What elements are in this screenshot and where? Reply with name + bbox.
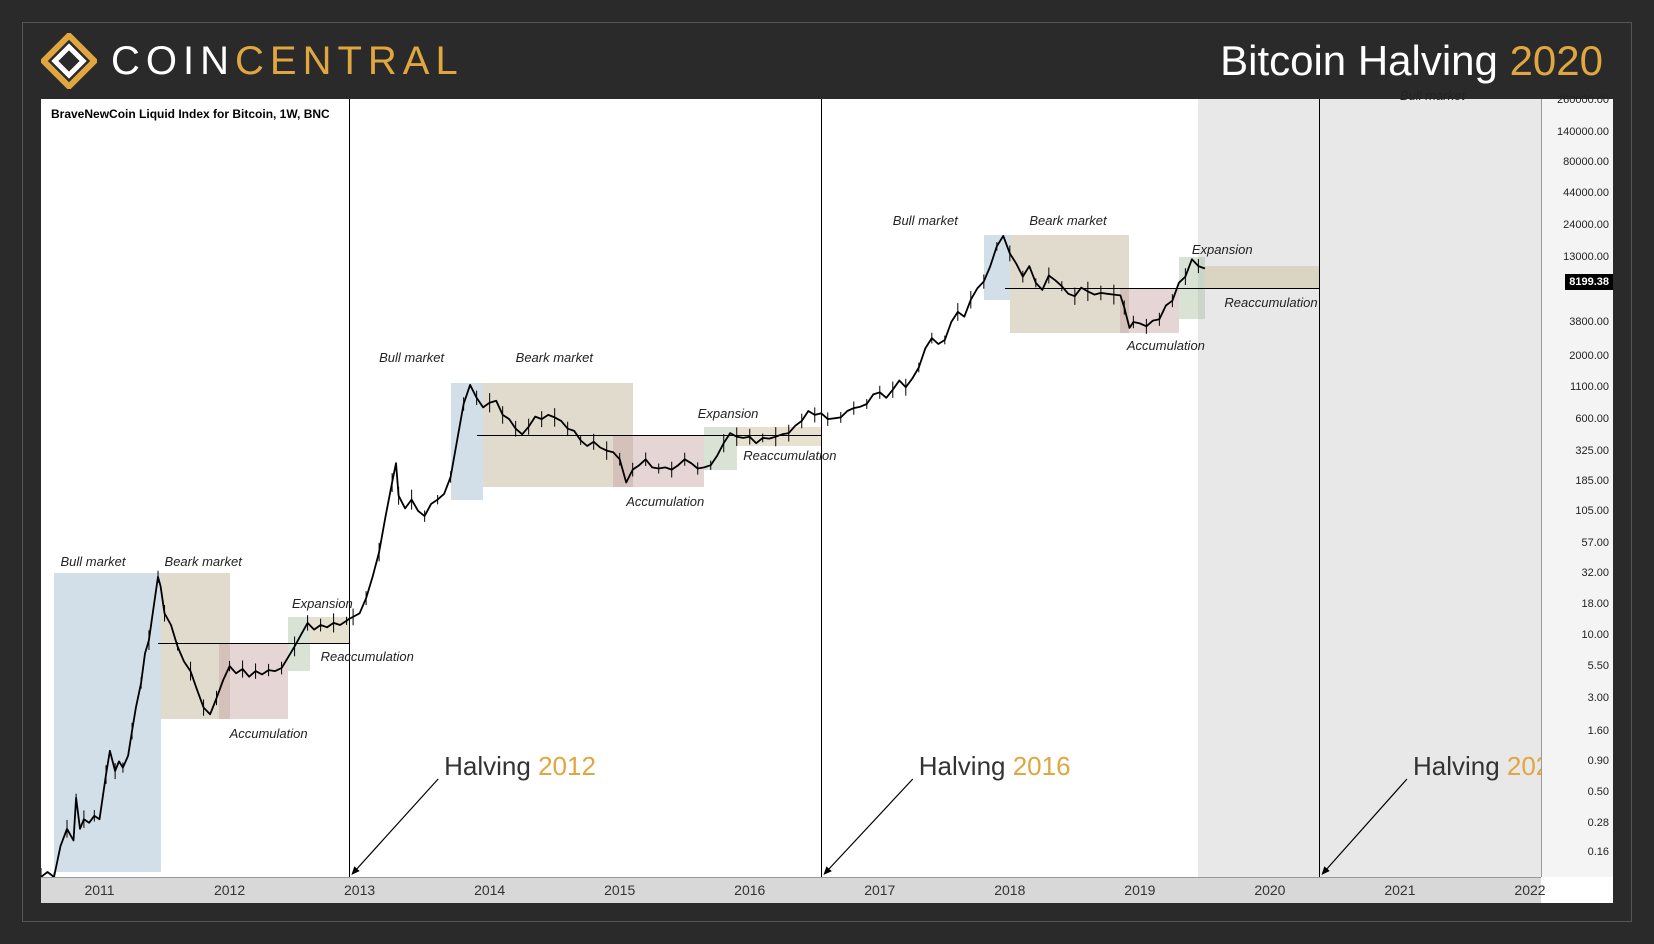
x-tick: 2011 [84, 882, 114, 898]
y-tick: 260000.00 [1557, 94, 1609, 106]
phase-box [984, 235, 1010, 300]
phase-box [310, 617, 349, 643]
phase-label: Beark market [165, 554, 242, 569]
brand: COINCENTRAL [41, 33, 464, 89]
x-tick: 2016 [734, 882, 765, 898]
x-tick: 2013 [344, 882, 375, 898]
x-tick: 2021 [1384, 882, 1415, 898]
phase-label: Accumulation [1127, 338, 1205, 353]
phase-label: Expansion [1192, 242, 1253, 257]
y-tick: 5.50 [1588, 660, 1609, 672]
frame-border: COINCENTRAL Bitcoin Halving 2020 BraveNe… [22, 22, 1632, 922]
brand-part1: COIN [111, 39, 235, 83]
phase-label: Accumulation [230, 726, 308, 741]
y-tick: 3800.00 [1569, 316, 1609, 328]
y-tick: 1100.00 [1570, 381, 1609, 393]
phase-box [704, 427, 737, 470]
phase-label: Beark market [516, 350, 593, 365]
x-tick: 2019 [1124, 882, 1155, 898]
phase-label: Bull market [61, 554, 126, 569]
y-tick: 105.00 [1575, 505, 1609, 517]
chart-title: BraveNewCoin Liquid Index for Bitcoin, 1… [51, 107, 330, 121]
support-line [1005, 288, 1320, 289]
phase-label: Reaccumulation [1224, 295, 1317, 310]
x-tick: 2022 [1514, 882, 1545, 898]
y-tick: 2000.00 [1569, 350, 1609, 362]
y-tick: 18.00 [1581, 598, 1609, 610]
title-prefix: Bitcoin Halving [1220, 37, 1509, 84]
x-axis: 2011 2012 2013 2014 2015 2016 2017 2018 2019 2020… [41, 877, 1541, 903]
halving-label: Halving 2012 [444, 751, 596, 782]
y-tick: 32.00 [1581, 567, 1609, 579]
title-year: 2020 [1510, 37, 1603, 84]
phase-box [1120, 288, 1179, 332]
y-tick: 0.90 [1588, 755, 1609, 767]
halving-line [1319, 99, 1320, 877]
x-tick: 2017 [864, 882, 895, 898]
y-tick: 0.28 [1588, 817, 1609, 829]
y-tick: 0.16 [1588, 846, 1609, 858]
phase-label: Expansion [698, 406, 759, 421]
y-tick: 24000.00 [1563, 219, 1609, 231]
support-line [477, 435, 822, 436]
y-tick: 140000.00 [1557, 126, 1609, 138]
phase-box [451, 383, 484, 500]
y-axis: 260000.00140000.0080000.0044000.0024000.… [1541, 99, 1613, 877]
logo-icon [41, 33, 97, 89]
header: COINCENTRAL Bitcoin Halving 2020 [23, 23, 1631, 99]
y-tick: 3.00 [1588, 692, 1609, 704]
x-tick: 2015 [604, 882, 635, 898]
y-tick: 57.00 [1581, 537, 1609, 549]
y-tick: 44000.00 [1563, 187, 1609, 199]
y-tick: 185.00 [1575, 475, 1609, 487]
y-tick: 10.00 [1581, 629, 1609, 641]
x-tick: 2012 [214, 882, 245, 898]
phase-label: Expansion [292, 596, 353, 611]
phase-label: Reaccumulation [321, 649, 414, 664]
y-tick: 600.00 [1575, 413, 1609, 425]
halving-line [349, 99, 350, 877]
y-tick: 13000.00 [1563, 251, 1609, 263]
brand-part2: CENTRAL [235, 39, 464, 83]
phase-label: Accumulation [626, 494, 704, 509]
brand-text: COINCENTRAL [111, 39, 464, 84]
x-tick: 2014 [474, 882, 505, 898]
plot: BraveNewCoin Liquid Index for Bitcoin, 1… [41, 99, 1613, 903]
y-tick: 325.00 [1575, 445, 1609, 457]
y-tick: 1.60 [1588, 725, 1609, 737]
support-line [158, 643, 349, 644]
phase-box [1205, 266, 1319, 288]
phase-box [613, 435, 704, 487]
chart-area: BraveNewCoin Liquid Index for Bitcoin, 1… [41, 99, 1613, 903]
y-tick: 80000.00 [1563, 156, 1609, 168]
phase-label: Reaccumulation [743, 448, 836, 463]
x-tick: 2020 [1254, 882, 1285, 898]
header-title: Bitcoin Halving 2020 [1220, 37, 1603, 85]
halving-label: Halving 2016 [919, 751, 1071, 782]
phase-label: Bull market [379, 350, 444, 365]
y-tick: 0.50 [1588, 786, 1609, 798]
x-tick: 2018 [994, 882, 1025, 898]
current-price-tag: 8199.38 [1565, 274, 1613, 290]
phase-box [1010, 235, 1130, 333]
phase-box [54, 573, 161, 872]
phase-label: Bull market [893, 213, 958, 228]
halving-line [821, 99, 822, 877]
phase-box [219, 643, 288, 719]
phase-label: Beark market [1029, 213, 1106, 228]
phase-label: Bull market [1400, 88, 1465, 103]
